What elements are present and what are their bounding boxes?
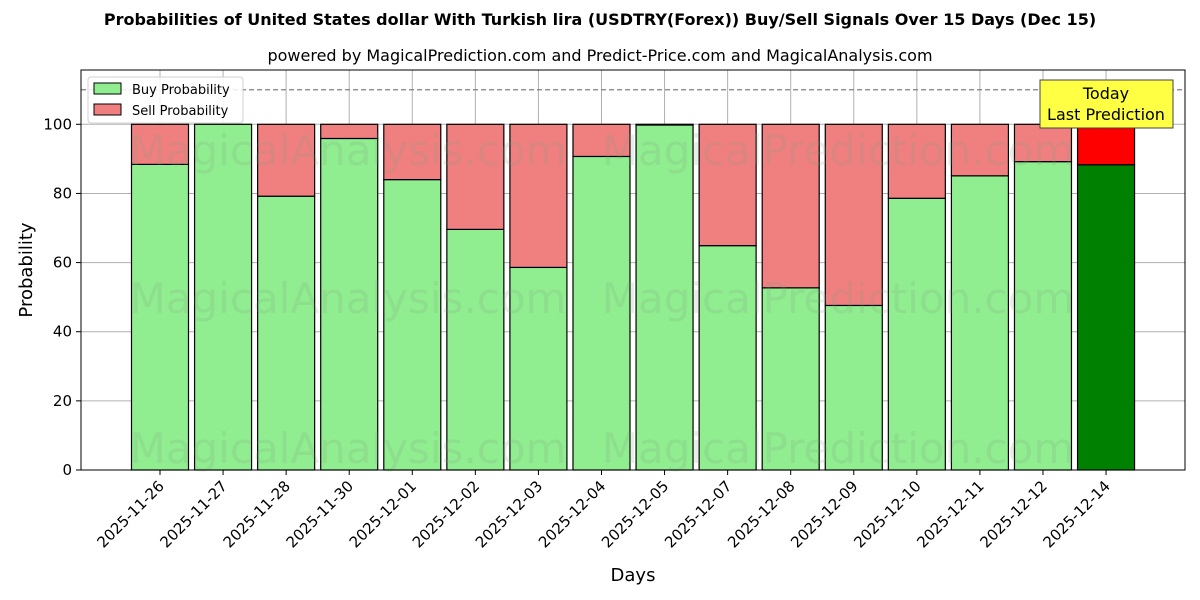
bar-group-2025-12-10 — [887, 123, 946, 471]
watermark: MagicalPrediction.com — [602, 126, 1075, 175]
y-axis: 0 20 40 60 80 100 — [43, 115, 81, 479]
sell-bar — [320, 123, 379, 140]
y-tick-label: 0 — [62, 461, 72, 479]
sell-bar — [950, 123, 1010, 177]
watermarks: MagicalAnalysis.com MagicalPrediction.com… — [130, 126, 1075, 473]
x-axis: 2025-11-262025-11-272025-11-282025-11-30… — [93, 470, 1114, 551]
sell-bar — [698, 123, 757, 247]
buy-bar — [193, 123, 253, 471]
bar-group-2025-12-12 — [1013, 123, 1073, 471]
buy-bar — [698, 245, 757, 471]
x-tick-label: 2025-12-09 — [787, 477, 861, 551]
annotation-line1: Today — [1082, 84, 1129, 103]
y-tick-label: 60 — [53, 254, 72, 272]
y-tick-label: 20 — [53, 392, 72, 410]
y-tick-label: 80 — [53, 184, 72, 202]
bar-group-2025-11-30 — [320, 123, 379, 471]
x-tick-label: 2025-12-07 — [661, 477, 735, 551]
x-tick-label: 2025-12-03 — [472, 477, 546, 551]
x-tick-label: 2025-12-10 — [850, 477, 924, 551]
bar-group-2025-12-04 — [572, 123, 631, 471]
chart-subtitle: powered by MagicalPrediction.com and Pre… — [267, 46, 933, 65]
bar-group-2025-12-11 — [950, 123, 1010, 471]
watermark: MagicalPrediction.com — [602, 274, 1075, 323]
legend-sell-label: Sell Probability — [132, 104, 229, 119]
buy-bar — [257, 195, 316, 471]
x-tick-label: 2025-12-11 — [913, 477, 987, 551]
sell-bar — [257, 123, 316, 197]
x-tick-label: 2025-11-27 — [157, 477, 231, 551]
legend-sell-swatch — [93, 103, 122, 116]
y-tick-label: 100 — [43, 115, 72, 133]
sell-bar — [446, 123, 505, 230]
x-axis-label: Days — [611, 565, 656, 586]
x-tick-label: 2025-12-01 — [346, 477, 420, 551]
buy-bar — [130, 163, 190, 471]
sell-bar — [130, 123, 190, 166]
bar-group-2025-12-02 — [446, 123, 505, 471]
buy-bar — [509, 266, 568, 471]
x-tick-label: 2025-12-14 — [1039, 477, 1113, 551]
bar-group-2025-12-08 — [761, 123, 820, 471]
sell-bar — [761, 123, 820, 289]
sell-bar — [887, 123, 946, 199]
annotation-line2: Last Prediction — [1047, 105, 1165, 124]
legend-buy-label: Buy Probability — [132, 83, 230, 98]
x-tick-label: 2025-11-26 — [93, 477, 167, 551]
buy-bar — [320, 137, 379, 471]
x-tick-label: 2025-11-28 — [220, 477, 294, 551]
buy-bar — [887, 197, 946, 471]
chart-title: Probabilities of United States dollar Wi… — [103, 10, 1097, 29]
sell-bar — [572, 123, 631, 158]
bar-group-2025-11-27 — [193, 123, 253, 471]
x-tick-label: 2025-11-30 — [283, 477, 357, 551]
x-tick-label: 2025-12-02 — [409, 477, 483, 551]
legend: Buy Probability Sell Probability — [87, 76, 244, 124]
watermark: MagicalPrediction.com — [602, 424, 1075, 473]
legend-buy-swatch — [93, 82, 122, 95]
bar-group-2025-11-28 — [257, 123, 316, 471]
x-tick-label: 2025-12-05 — [598, 477, 672, 551]
bar-group-2025-12-03 — [509, 123, 568, 471]
bar-group-2025-12-09 — [824, 123, 883, 471]
sell-bar — [824, 123, 883, 307]
plot-frame — [80, 69, 1186, 471]
buy-bar — [446, 228, 505, 471]
buy-bar — [824, 304, 883, 471]
sell-bar — [635, 123, 694, 126]
x-tick-label: 2025-12-04 — [535, 477, 609, 551]
buy-bar — [383, 179, 442, 471]
bar-group-2025-12-05 — [635, 123, 694, 471]
bar-group-2025-12-07 — [698, 123, 757, 471]
watermark: MagicalAnalysis.com — [130, 274, 567, 323]
buy-bar — [572, 155, 631, 471]
x-tick-label: 2025-12-12 — [976, 477, 1050, 551]
bar-group-2025-12-01 — [383, 123, 442, 471]
x-tick-label: 2025-12-08 — [724, 477, 798, 551]
sell-bar — [383, 123, 442, 181]
y-tick-label: 40 — [53, 323, 72, 341]
sell-bar — [509, 123, 568, 269]
sell-bar — [1076, 123, 1136, 166]
bars — [130, 123, 1136, 471]
buy-bar — [1076, 164, 1136, 471]
bar-group-2025-12-14 — [1076, 123, 1136, 471]
today-annotation: Today Last Prediction — [1039, 79, 1174, 129]
watermark: MagicalAnalysis.com — [130, 424, 567, 473]
buy-bar — [635, 124, 694, 471]
buy-bar — [761, 287, 820, 471]
y-axis-label: Probability — [16, 222, 37, 317]
sell-bar — [1013, 123, 1073, 163]
watermark: MagicalAnalysis.com — [130, 126, 567, 175]
bar-group-2025-11-26 — [130, 123, 190, 471]
